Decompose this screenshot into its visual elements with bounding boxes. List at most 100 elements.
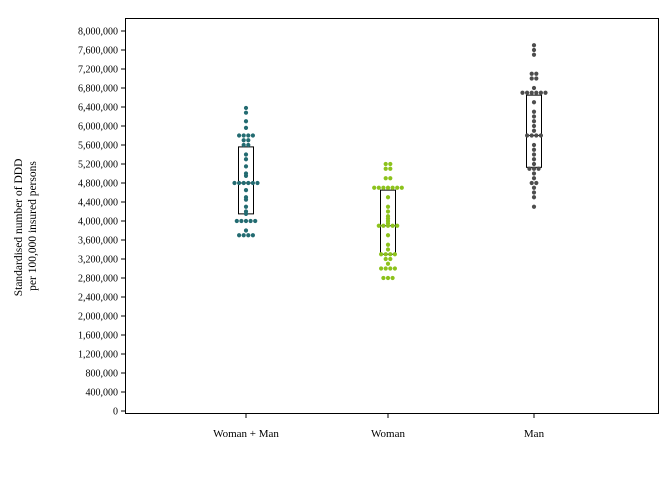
data-point bbox=[383, 252, 388, 257]
data-point bbox=[385, 204, 391, 209]
data-point bbox=[246, 142, 251, 148]
data-point bbox=[531, 161, 537, 167]
y-tick-label: 3,600,000 bbox=[78, 236, 118, 247]
data-point bbox=[255, 180, 260, 186]
data-point bbox=[388, 161, 393, 167]
data-point bbox=[531, 185, 537, 190]
data-point bbox=[243, 188, 249, 193]
data-point bbox=[531, 190, 537, 195]
data-point bbox=[529, 180, 534, 186]
data-point bbox=[381, 275, 386, 281]
data-point bbox=[383, 176, 388, 181]
data-point bbox=[534, 90, 539, 95]
data-point bbox=[531, 128, 537, 133]
data-point bbox=[399, 185, 404, 190]
data-point bbox=[538, 90, 544, 95]
data-point bbox=[237, 233, 242, 238]
y-tick-label: 1,600,000 bbox=[78, 331, 118, 342]
data-point bbox=[531, 109, 537, 114]
data-point bbox=[531, 123, 537, 129]
data-point bbox=[243, 218, 249, 224]
y-tick-label: 2,000,000 bbox=[78, 312, 118, 323]
data-point bbox=[376, 223, 381, 228]
data-point bbox=[390, 185, 395, 190]
data-point bbox=[531, 119, 537, 124]
data-point bbox=[527, 166, 532, 171]
data-point bbox=[243, 157, 249, 162]
data-point bbox=[237, 180, 242, 186]
data-point bbox=[250, 180, 255, 186]
data-point bbox=[531, 166, 537, 171]
data-point bbox=[534, 180, 539, 186]
data-point bbox=[243, 228, 249, 233]
data-point bbox=[531, 85, 537, 91]
data-point bbox=[531, 152, 537, 157]
data-point bbox=[234, 218, 239, 224]
data-point bbox=[388, 256, 393, 262]
box-layer bbox=[238, 94, 542, 255]
data-point bbox=[529, 90, 534, 95]
data-point bbox=[390, 223, 395, 228]
data-point bbox=[531, 204, 537, 209]
data-point bbox=[392, 252, 397, 257]
data-point bbox=[376, 185, 381, 190]
points-layer bbox=[232, 43, 548, 281]
data-point bbox=[534, 76, 539, 81]
data-point bbox=[529, 76, 534, 81]
data-point bbox=[241, 138, 246, 143]
data-point bbox=[534, 71, 539, 76]
data-point bbox=[383, 266, 388, 271]
y-tick-label: 5,600,000 bbox=[78, 141, 118, 152]
data-point bbox=[232, 180, 237, 186]
data-point bbox=[388, 266, 393, 271]
data-point bbox=[243, 195, 249, 200]
data-point bbox=[243, 110, 249, 115]
y-tick-label: 6,000,000 bbox=[78, 122, 118, 133]
data-point bbox=[253, 218, 258, 224]
y-axis: 0 400,000 800,000 1,200,000 1,600,000 2,000,0… bbox=[78, 27, 126, 418]
data-point bbox=[531, 114, 537, 119]
data-point bbox=[531, 52, 537, 57]
box-iqr bbox=[238, 146, 254, 215]
data-point bbox=[383, 256, 388, 262]
y-tick-label: 6,400,000 bbox=[78, 103, 118, 114]
data-point bbox=[246, 180, 251, 186]
data-point bbox=[538, 133, 544, 138]
data-point bbox=[388, 166, 393, 171]
y-axis-title-line-2: per 100,000 insured persons bbox=[27, 161, 39, 291]
x-tick-label: Man bbox=[524, 428, 545, 440]
data-point bbox=[385, 233, 391, 238]
data-point bbox=[383, 161, 388, 167]
y-tick-label: 0 bbox=[113, 407, 118, 418]
data-point bbox=[385, 261, 391, 266]
x-tick-label: Woman bbox=[371, 428, 405, 440]
data-point bbox=[529, 71, 534, 76]
y-tick-label: 4,400,000 bbox=[78, 198, 118, 209]
y-tick-label: 2,800,000 bbox=[78, 274, 118, 285]
data-point bbox=[531, 142, 537, 148]
data-point bbox=[243, 209, 249, 214]
data-point bbox=[385, 275, 391, 281]
data-point bbox=[385, 247, 391, 252]
y-tick-label: 3,200,000 bbox=[78, 255, 118, 266]
data-point bbox=[385, 242, 391, 247]
data-point bbox=[531, 100, 537, 105]
data-point bbox=[381, 185, 386, 190]
data-point bbox=[239, 218, 244, 224]
data-point bbox=[250, 233, 255, 238]
data-point bbox=[241, 133, 246, 138]
data-point bbox=[385, 185, 391, 190]
data-point bbox=[536, 166, 541, 171]
data-point bbox=[243, 204, 249, 209]
y-tick-label: 8,000,000 bbox=[78, 27, 118, 38]
y-axis-title-line-1: Standardised number of DDD bbox=[13, 159, 25, 297]
data-point bbox=[385, 209, 391, 214]
y-axis-title: Standardised number of DDD per 100,000 i… bbox=[13, 156, 39, 297]
data-point bbox=[385, 214, 391, 219]
y-tick-label: 5,200,000 bbox=[78, 160, 118, 171]
data-point bbox=[248, 218, 253, 224]
data-point bbox=[531, 195, 537, 200]
plot-frame bbox=[125, 18, 659, 414]
